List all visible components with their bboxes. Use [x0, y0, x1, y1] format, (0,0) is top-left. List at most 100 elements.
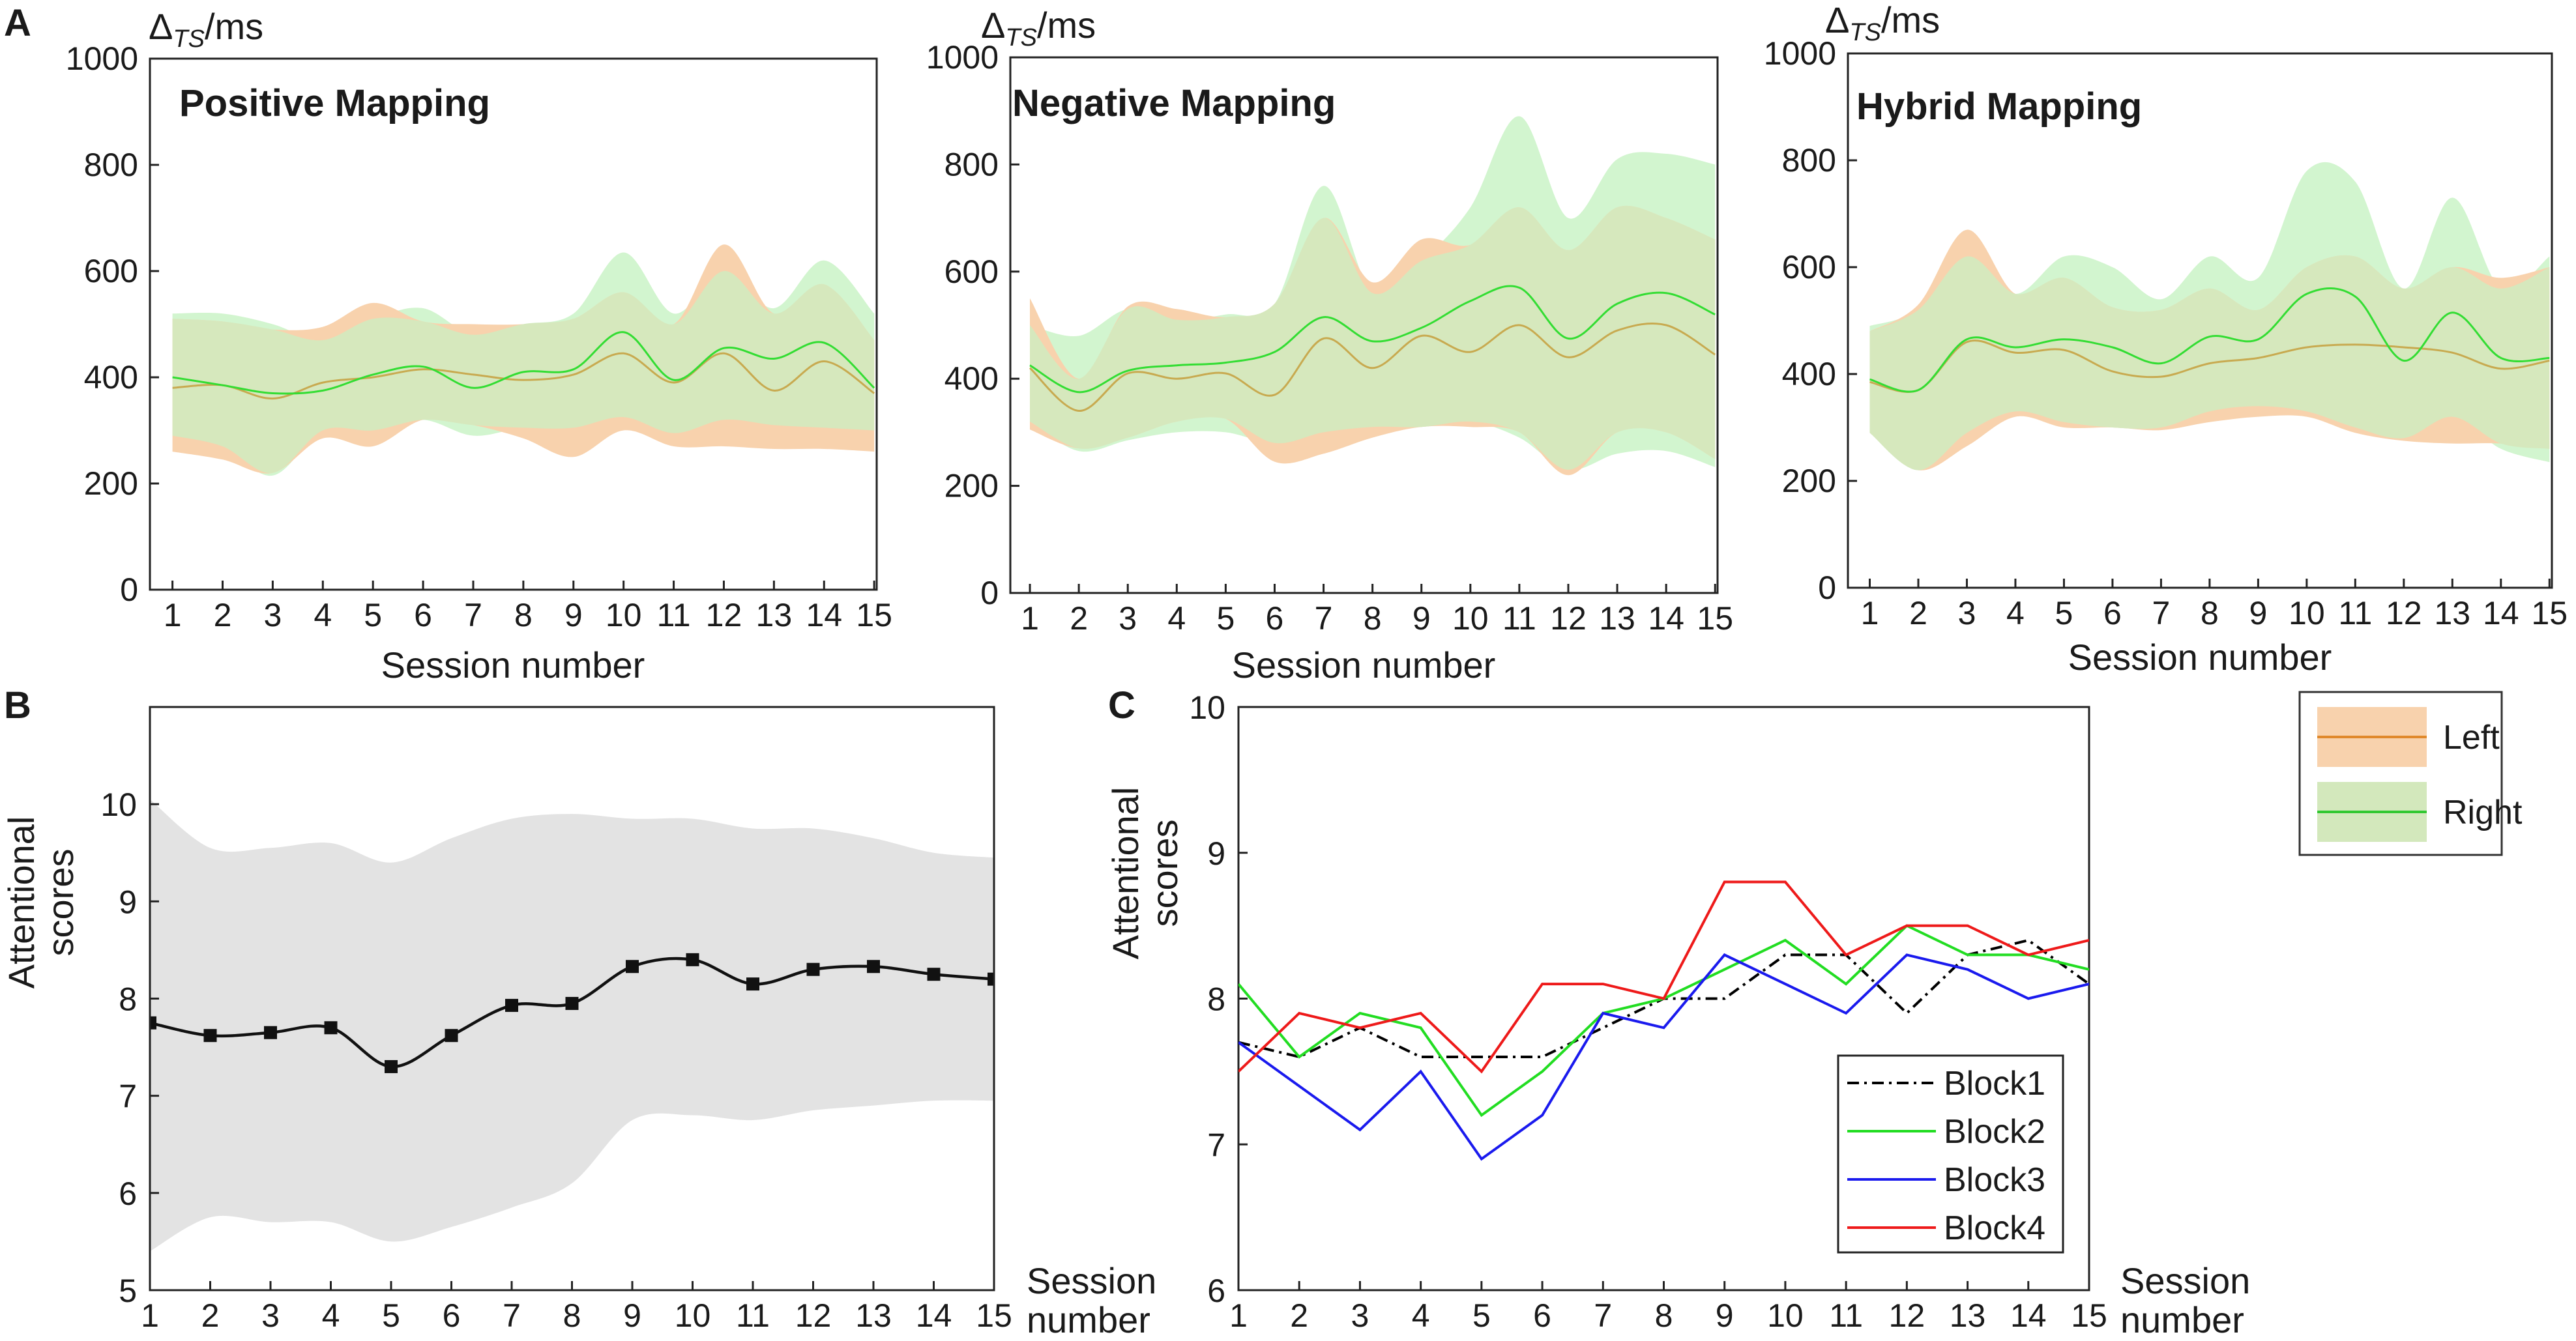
a3-left-line [1869, 339, 2550, 393]
a2-xtick-label: 14 [1648, 600, 1684, 637]
a1-ytick-label: 200 [84, 465, 138, 502]
a1-xtick-label: 7 [464, 597, 482, 633]
b-xtick-label: 7 [503, 1297, 521, 1334]
b-xtick-label: 8 [563, 1297, 581, 1334]
a3-xtick-label: 8 [2201, 595, 2219, 631]
c-ylabel-line1: Attentional [1105, 787, 1146, 960]
a2-xtick-label: 13 [1599, 600, 1635, 637]
a3-xtick-label: 13 [2434, 595, 2470, 631]
b-data-point [203, 1029, 217, 1043]
a2-xtick-label: 1 [1021, 600, 1039, 637]
a2-xtick-label: 8 [1364, 600, 1382, 637]
c-series-block4 [1238, 880, 2089, 1074]
panel-letter-b: B [4, 684, 31, 727]
a2-ytick-label: 1000 [926, 39, 999, 76]
a2-overlap-band [1030, 205, 1716, 470]
a1-xtick-label: 11 [657, 597, 691, 633]
c-ytick-label: 9 [1207, 835, 1225, 872]
b-data-point [867, 960, 880, 973]
b-xtick-label: 3 [261, 1297, 280, 1334]
b-xtick-label: 12 [795, 1297, 832, 1334]
panel-letter-c: C [1108, 684, 1135, 727]
b-xlabel-line2: number [1027, 1299, 1150, 1340]
b-xtick-label: 14 [916, 1297, 952, 1334]
a1-ytick-label: 0 [120, 571, 138, 608]
b-ylabel-line1: Attentional [1, 816, 42, 989]
b-data-point [565, 996, 579, 1010]
a2-ytick-label: 600 [944, 253, 999, 290]
b-xtick-label: 1 [141, 1297, 159, 1334]
b-data-point [626, 960, 639, 973]
a1-ytick-label: 1000 [66, 40, 138, 77]
a2-ytick-label: 400 [944, 360, 999, 397]
a3-xtick-label: 11 [2338, 595, 2372, 631]
a1-xtick-label: 9 [564, 597, 583, 633]
c-legend-frame [1837, 1054, 2064, 1254]
b-xtick-label: 9 [623, 1297, 641, 1334]
a2-xtick-label: 15 [1697, 600, 1733, 637]
a1-xtick-label: 1 [164, 597, 182, 633]
a3-xtick-label: 10 [2289, 595, 2325, 631]
a1-xtick-label: 3 [263, 597, 282, 633]
c-ylabel-line2: scores [1144, 820, 1185, 927]
a1-frame-top [149, 57, 878, 591]
c-legend-label-block1: Block1 [1944, 1065, 2045, 1103]
a1-bands [172, 244, 875, 476]
a3-right-line [1869, 287, 2550, 393]
b-data-point [324, 1021, 338, 1035]
a3-ytick-label: 400 [1782, 356, 1836, 392]
a2-xtick-label: 10 [1452, 600, 1489, 637]
b-ylabel-line2: scores [40, 849, 81, 957]
a2-xtick-label: 7 [1315, 600, 1333, 637]
c-xtick-label: 2 [1290, 1297, 1308, 1334]
a3-xtick-label: 4 [2006, 595, 2025, 631]
c-series-block3 [1238, 953, 2089, 1161]
a3-ytick-label: 600 [1782, 249, 1836, 285]
b-data-point [264, 1026, 277, 1039]
a1-right-line [172, 331, 875, 395]
c-xtick-label: 1 [1229, 1297, 1248, 1334]
a1-xtick-label: 13 [756, 597, 793, 633]
a3-ylabel: ΔTS/ms [1825, 0, 1940, 46]
b-xtick-label: 13 [855, 1297, 892, 1334]
c-xtick-label: 8 [1655, 1297, 1673, 1334]
b-data-point [746, 977, 759, 991]
a2-ytick-label: 800 [944, 146, 999, 182]
c-xtick-label: 12 [1889, 1297, 1925, 1334]
a3-xtick-label: 7 [2152, 595, 2171, 631]
b-data-point [686, 953, 699, 966]
a1-xtick-label: 6 [414, 597, 432, 633]
c-xtick-label: 6 [1533, 1297, 1551, 1334]
a1-xtick-label: 12 [706, 597, 742, 633]
c-xlabel-line1: Session [2120, 1260, 2250, 1301]
a1-xtick-label: 4 [314, 597, 332, 633]
a1-xtick-label: 15 [856, 597, 892, 633]
a3-bands [1869, 162, 2550, 470]
c-xtick-label: 10 [1767, 1297, 1804, 1334]
b-xtick-label: 11 [736, 1297, 770, 1334]
a1-xlabel: Session number [381, 644, 645, 685]
b-data-point [150, 1016, 156, 1030]
c-lines [1238, 880, 2089, 1161]
b-ytick-label: 10 [100, 786, 137, 823]
c-xtick-label: 7 [1594, 1297, 1612, 1334]
b-ytick-label: 8 [119, 981, 137, 1018]
c-xtick-label: 15 [2071, 1297, 2107, 1334]
c-legend: Block1 Block2 Block3 Block4 [1837, 1054, 2064, 1254]
side-legend-right-label: Right [2443, 794, 2523, 831]
b-xlabel-line1: Session [1027, 1260, 1156, 1301]
c-ytick-label: 8 [1207, 981, 1225, 1018]
b-sd-band [150, 799, 994, 1252]
a1-xtick-label: 8 [514, 597, 533, 633]
a3-xtick-label: 6 [2103, 595, 2122, 631]
a2-xtick-label: 6 [1266, 600, 1284, 637]
b-data-point [445, 1029, 458, 1043]
b-data-point [806, 962, 820, 976]
a1-xtick-label: 2 [214, 597, 232, 633]
a2-xtick-label: 12 [1550, 600, 1587, 637]
a2-ylabel: ΔTS/ms [981, 5, 1096, 51]
b-xtick-label: 15 [976, 1297, 1012, 1334]
b-data-point [927, 968, 941, 981]
